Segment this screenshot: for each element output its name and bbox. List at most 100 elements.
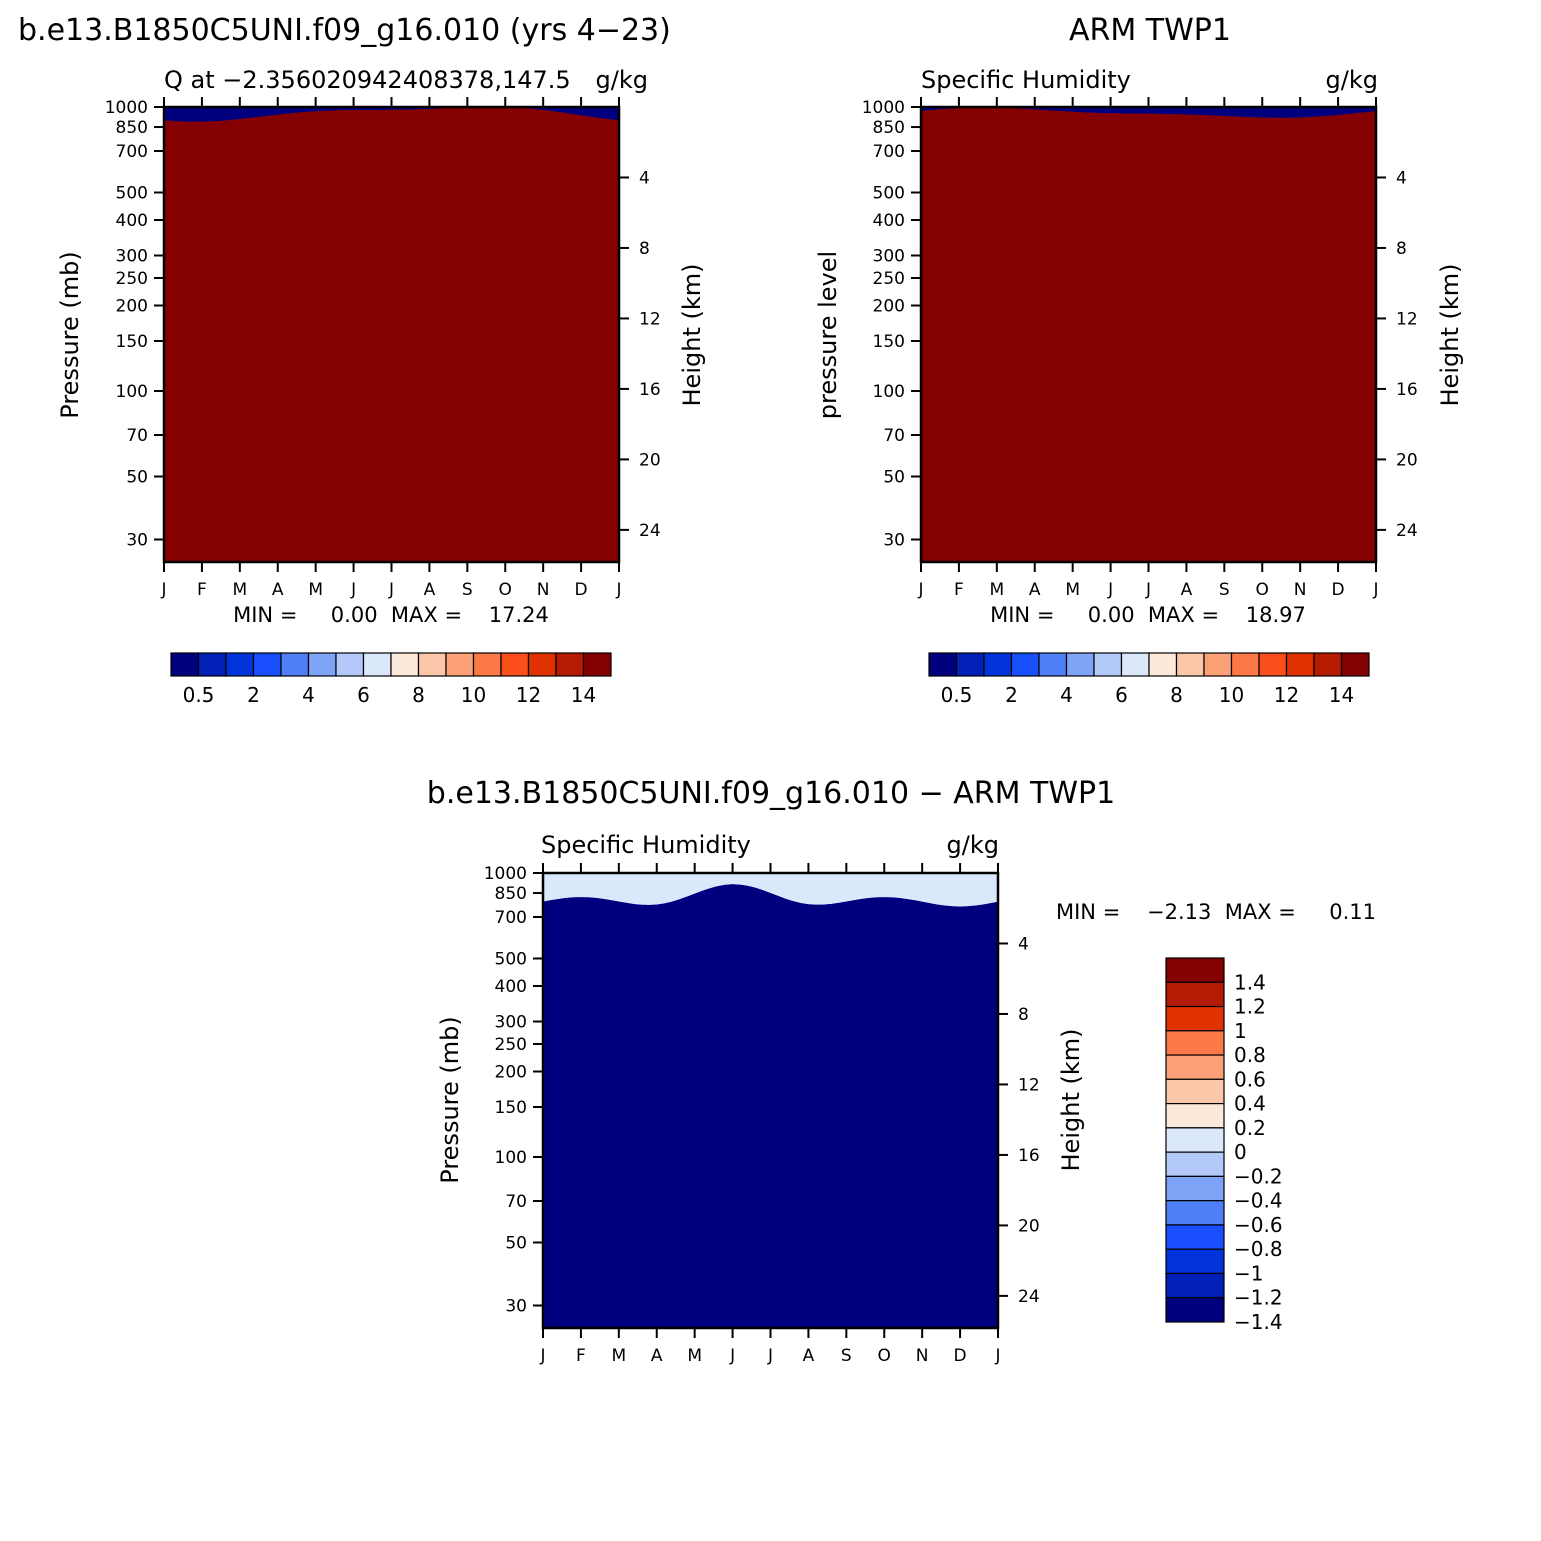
panel-model-ytick-label: 30 <box>126 531 148 551</box>
panel-diff-ytick-label: 50 <box>505 1234 527 1254</box>
panel-model-xtick-label: A <box>272 580 284 600</box>
panel-model-colorbar-cell <box>555 652 585 677</box>
panel-obs-ytick-label: 500 <box>873 183 905 203</box>
panel-diff-ytick-right-label: 24 <box>1018 1287 1040 1307</box>
panel-diff-colorbar-label: −1 <box>1234 1261 1263 1285</box>
panel-diff-ytick-label: 850 <box>495 884 527 904</box>
panel-obs-colorbar-cell <box>1258 652 1288 677</box>
panel-model-colorbar-cell <box>527 652 557 677</box>
panel-diff-xtick-label: A <box>651 1346 663 1366</box>
panel-obs-colorbar-cell <box>1313 652 1343 677</box>
panel-model-xtick-label: J <box>350 580 356 600</box>
panel-obs-xtick-label: J <box>1145 580 1151 600</box>
panel-diff-colorbar: 1.41.210.80.60.40.20−0.2−0.4−0.6−0.8−1−1… <box>1165 957 1283 1334</box>
panel-diff-colorbar-label: 0.8 <box>1234 1043 1266 1067</box>
panel-model-xtick-label: J <box>160 580 166 600</box>
panel-obs-colorbar-cell <box>1340 652 1370 677</box>
panel-model-colorbar-label: 6 <box>357 683 370 707</box>
panel-diff-minmax: MIN = −2.13 MAX = 0.11 <box>1056 900 1376 924</box>
panel-obs-contours <box>921 107 1376 562</box>
panel-model-ytick-right-label: 4 <box>639 168 650 188</box>
panel-obs-colorbar-label: 14 <box>1329 683 1354 707</box>
panel-diff-colorbar-label: −0.2 <box>1234 1164 1283 1188</box>
panel-diff-colorbar-cell <box>1165 1127 1225 1153</box>
panel-model-colorbar-cell <box>500 652 530 677</box>
panel-obs-minmax: MIN = 0.00 MAX = 18.97 <box>990 603 1306 627</box>
panel-diff-xtick-label: M <box>687 1346 702 1366</box>
panel-diff-ytick-right-label: 12 <box>1018 1075 1040 1095</box>
panel-model-colorbar-cell <box>252 652 282 677</box>
panel-obs-ylabel: pressure level <box>814 251 842 419</box>
panel-obs: ARM TWP1 Specific Humidity g/kg J F M A M J J A… <box>814 13 1464 707</box>
panel-model-colorbar-label: 0.5 <box>183 683 215 707</box>
panel-diff-contours <box>543 873 998 1328</box>
panel-diff-colorbar-label: 1 <box>1234 1019 1247 1043</box>
panel-obs-ytick-label: 250 <box>873 269 905 289</box>
panel-diff-colorbar-cell <box>1165 1248 1225 1275</box>
panel-diff-xtick-label: J <box>767 1346 773 1366</box>
panel-model-ytick-label: 70 <box>126 426 148 446</box>
panel-diff-colorbar-cell <box>1165 1297 1225 1323</box>
panel-model-contours <box>164 107 619 562</box>
panel-diff-colorbar-label: −1.2 <box>1234 1286 1283 1310</box>
panel-obs-xtick-label: J <box>1372 580 1378 600</box>
panel-model-ytick-right-label: 20 <box>639 450 661 470</box>
panel-diff-xtick-label: J <box>539 1346 545 1366</box>
panel-obs-xtick-label: N <box>1294 580 1307 600</box>
panel-diff-colorbar-cell <box>1165 981 1225 1008</box>
panel-obs-colorbar-cell <box>955 652 985 677</box>
panel-obs-colorbar: 0.5 2 4 6 8 10 12 14 <box>928 652 1370 707</box>
panel-diff-colorbar-label: 1.2 <box>1234 995 1266 1019</box>
panel-obs-ytick-label: 30 <box>883 531 905 551</box>
panel-model-colorbar: 0.5 2 4 6 8 10 12 14 <box>170 652 612 707</box>
panel-obs-ytick-right-label: 12 <box>1396 309 1418 329</box>
panel-diff-colorbar-label: −1.4 <box>1234 1310 1283 1334</box>
panel-obs-colorbar-label: 2 <box>1005 683 1018 707</box>
panel-obs-xtick-label: J <box>1107 580 1113 600</box>
panel-obs-colorbar-label: 10 <box>1219 683 1244 707</box>
panel-model-ytick-label: 200 <box>116 297 148 317</box>
panel-diff-xtick-label: A <box>803 1346 815 1366</box>
panel-model-xtick-label: F <box>197 580 207 600</box>
panel-obs-ytick-label: 70 <box>883 426 905 446</box>
panel-model-ytick-right-label: 24 <box>639 521 661 541</box>
panel-obs-subtitle-right: g/kg <box>1326 66 1378 94</box>
panel-obs-ytick-label: 700 <box>873 142 905 162</box>
panel-diff-subtitle-right: g/kg <box>947 831 999 859</box>
panel-diff-xtick-label: F <box>576 1346 586 1366</box>
panel-obs-xtick-label: M <box>989 580 1004 600</box>
panel-model-ytick-label: 250 <box>116 269 148 289</box>
panel-diff-colorbar-label: 0.6 <box>1234 1067 1266 1091</box>
panel-obs-colorbar-cell <box>1285 652 1315 677</box>
panel-model-colorbar-label: 8 <box>412 683 425 707</box>
panel-diff-xtick-label: S <box>841 1346 852 1366</box>
panel-diff-colorbar-label: 0.2 <box>1234 1116 1266 1140</box>
panel-model-xtick-label: J <box>615 580 621 600</box>
panel-obs-colorbar-label: 6 <box>1115 683 1128 707</box>
panel-model-colorbar-cell <box>445 652 475 677</box>
panel-diff-colorbar-label: −0.6 <box>1234 1213 1283 1237</box>
panel-obs-colorbar-cell <box>1038 652 1068 677</box>
panel-model-colorbar-label: 4 <box>302 683 315 707</box>
panel-model-colorbar-cell <box>472 652 502 677</box>
panel-model-xtick-label: O <box>499 580 512 600</box>
panel-model-xtick-label: M <box>308 580 323 600</box>
panel-model-colorbar-label: 14 <box>571 683 596 707</box>
panel-obs-ytick-right-label: 8 <box>1396 239 1407 259</box>
panel-diff-colorbar-cell <box>1165 1175 1225 1202</box>
panel-diff-colorbar-cell <box>1165 957 1225 983</box>
panel-model-colorbar-label: 12 <box>516 683 541 707</box>
panel-diff-xtick-label: J <box>994 1346 1000 1366</box>
panel-diff-xtick-label: N <box>916 1346 929 1366</box>
panel-model-colorbar-cell <box>280 652 310 677</box>
panel-obs-colorbar-label: 0.5 <box>941 683 973 707</box>
panel-obs-ytick-label: 1000 <box>862 98 905 118</box>
panel-diff-xtick-label: J <box>729 1346 735 1366</box>
panel-model-colorbar-cell <box>225 652 255 677</box>
panel-diff-title: b.e13.B1850C5UNI.f09_g16.010 − ARM TWP1 <box>427 776 1115 811</box>
panel-diff-ytick-right-label: 16 <box>1018 1146 1040 1166</box>
panel-obs-subtitle-left: Specific Humidity <box>921 66 1131 94</box>
panel-obs-xtick-label: O <box>1256 580 1269 600</box>
panel-obs-ytick-label: 200 <box>873 297 905 317</box>
